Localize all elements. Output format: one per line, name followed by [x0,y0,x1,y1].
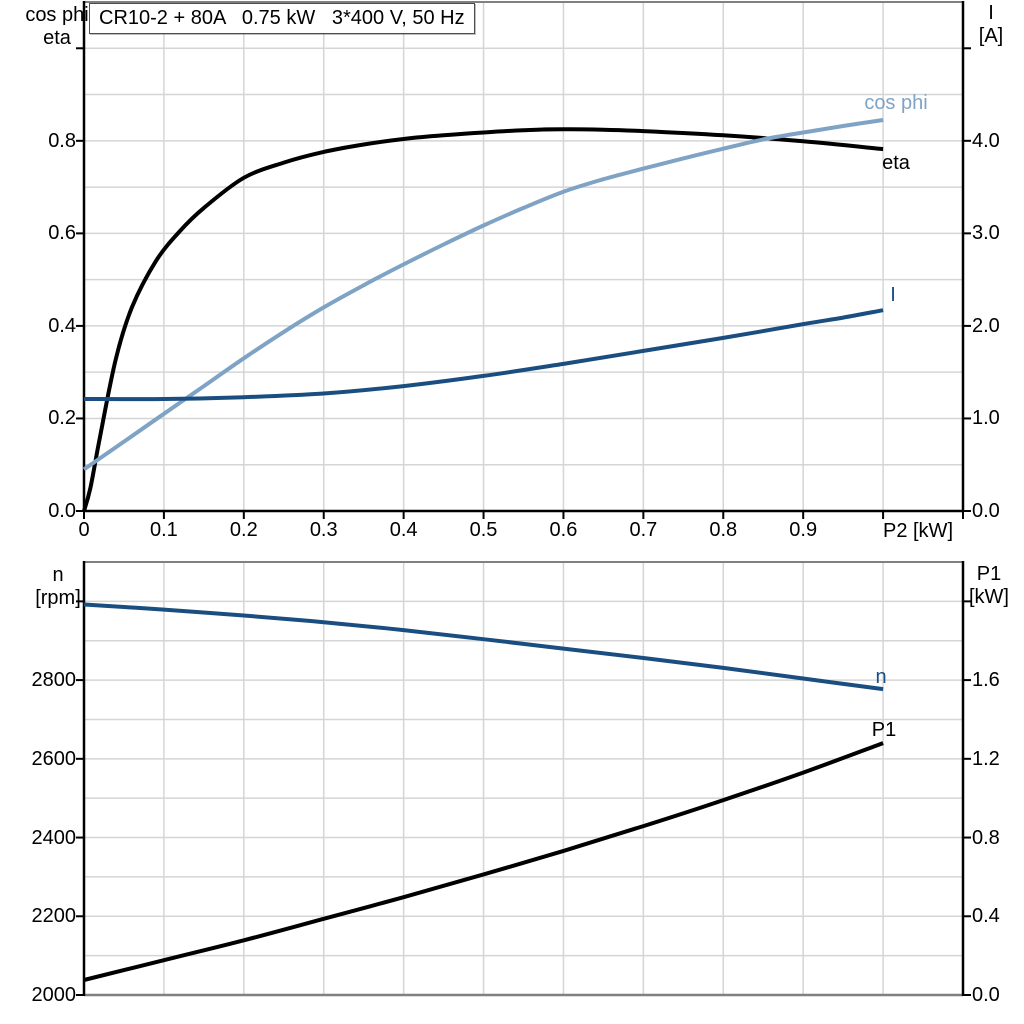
axis-unit-line: P1 [976,563,1002,585]
x-axis-tick-label: 0.6 [549,519,578,541]
x-axis-tick-label: 0.4 [389,519,418,541]
x-axis-tick-label: 0 [78,519,90,541]
right-axis-tick-label: 4.0 [972,129,1000,152]
top-left-axis-unit-label: cos phi eta [17,4,97,50]
axis-unit-line: eta [43,27,71,49]
bottom-left-axis-unit-label: n [rpm] [18,564,98,610]
right-axis-tick-label: 0.8 [972,826,1000,849]
bottom-right-axis-unit-label: P1 [kW] [957,563,1021,609]
curve-label-current: I [890,284,896,306]
x-axis-tick-label: 0.5 [469,519,498,541]
axis-unit-line: I [988,2,994,24]
left-axis-tick-label: 2400 [31,826,77,849]
right-axis-tick-label: 1.2 [972,747,1000,770]
axis-unit-line: [A] [978,25,1004,47]
left-axis-tick-label: 0.0 [48,500,76,522]
right-axis-tick-label: 0.4 [972,905,1000,928]
right-axis-tick-label: 0.0 [972,984,1000,1006]
left-axis-tick-label: 0.6 [48,222,76,245]
chart-title-box: CR10-2 + 80A 0.75 kW 3*400 V, 50 Hz [89,3,475,34]
x-axis-tick-label: 0.8 [709,519,738,541]
curve-label-eta: eta [882,152,910,174]
left-axis-tick-label: 2800 [31,669,77,692]
curve-label-speed: n [875,666,887,688]
left-axis-tick-label: 0.4 [48,314,76,337]
curve-n [83,602,884,692]
curve-label-p1: P1 [871,719,897,741]
right-axis-tick-label: 3.0 [972,222,1000,245]
x-axis-tick-label: 0.2 [229,519,258,541]
left-axis-tick-label: 2200 [31,905,77,928]
x-axis-tick-label: 0.1 [150,519,178,541]
left-axis-tick-label: 0.8 [48,129,76,152]
curve-I [83,308,884,402]
right-axis-tick-label: 0.0 [972,500,1000,522]
left-axis-tick-label: 0.2 [48,407,76,430]
curve-label-cos-phi: cos phi [864,92,928,114]
right-axis-tick-label: 1.6 [972,669,1000,692]
left-axis-tick-label: 2000 [31,984,77,1006]
axis-unit-line: [rpm] [35,587,81,609]
top-right-axis-unit-label: I [A] [961,2,1021,48]
axis-unit-line: cos phi [25,4,89,26]
right-axis-tick-label: 2.0 [972,314,1000,337]
curve-P1 [83,741,884,982]
axis-unit-line: n [52,564,64,586]
x-axis-tick-label: 0.9 [789,519,818,541]
x-axis-tick-label: 0.3 [309,519,338,541]
axis-unit-line: [kW] [969,586,1009,608]
x-axis-tick-label: 0.7 [629,519,658,541]
x-axis-label: P2 [kW] [882,520,953,542]
curve-eta [82,127,884,512]
right-axis-tick-label: 1.0 [972,407,1000,430]
left-axis-tick-label: 2600 [31,747,77,770]
curve-cos-phi [82,118,884,472]
